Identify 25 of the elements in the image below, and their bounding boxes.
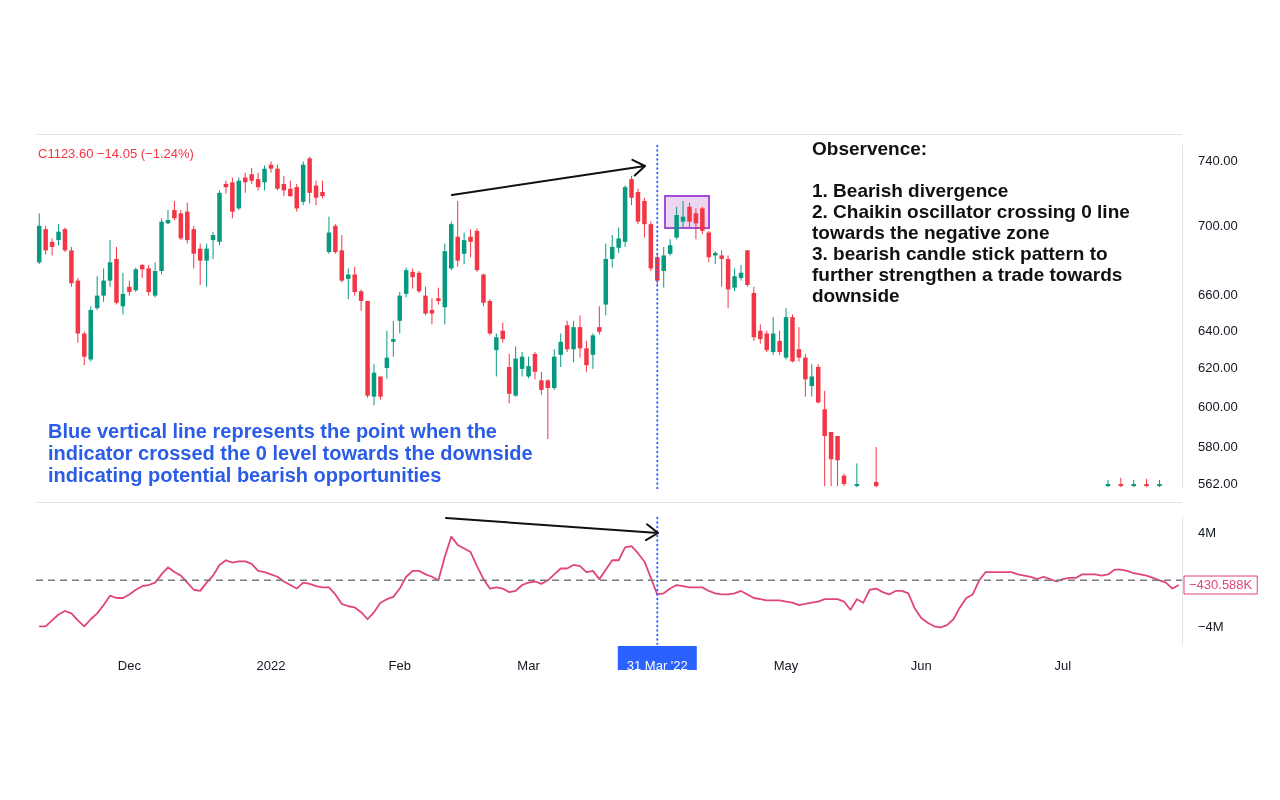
x-tick-label: Dec — [117, 658, 142, 674]
annotation: 1. Bearish divergence — [812, 180, 1010, 201]
y-tick-label: −4M — [1198, 619, 1224, 635]
x-tick-label: Feb — [388, 658, 411, 674]
x-tick-label: Jun — [910, 658, 932, 674]
y-tick-label: 740.00 — [1198, 153, 1238, 169]
y-tick-label: 620.00 — [1198, 360, 1238, 376]
y-tick-label: 660.00 — [1198, 287, 1238, 303]
annotation: Observence: — [812, 138, 929, 159]
y-tick-label: 640.00 — [1198, 323, 1238, 339]
y-tick-label: 600.00 — [1198, 398, 1238, 414]
annotation: C1123.60 −14.05 (−1.24%) — [38, 146, 194, 161]
annotation: 3. bearish candle stick pattern to further strengthen a trade towards downside — [812, 243, 1124, 306]
annotation: 2. Chaikin oscillator crossing 0 line towards the negative zone — [812, 201, 1131, 243]
y-tick-label: 700.00 — [1198, 218, 1238, 234]
x-tick-label: Mar — [517, 658, 541, 674]
y-tick-label: 4M — [1198, 524, 1217, 540]
x-tick-label: 2022 — [256, 658, 286, 674]
annotation: Blue vertical line represents the point when the indicator crossed the 0 level towards the downside indicating potential bearish opportunities — [48, 420, 534, 486]
y-tick-label: 580.00 — [1198, 438, 1238, 454]
x-tick-label: Jul — [1054, 658, 1072, 674]
y-tick-label: 562.00 — [1198, 475, 1238, 491]
x-tick-label: 31 Mar '22 — [626, 658, 688, 674]
x-tick-label: May — [773, 658, 799, 674]
text: −430.588K — [1189, 576, 1253, 592]
